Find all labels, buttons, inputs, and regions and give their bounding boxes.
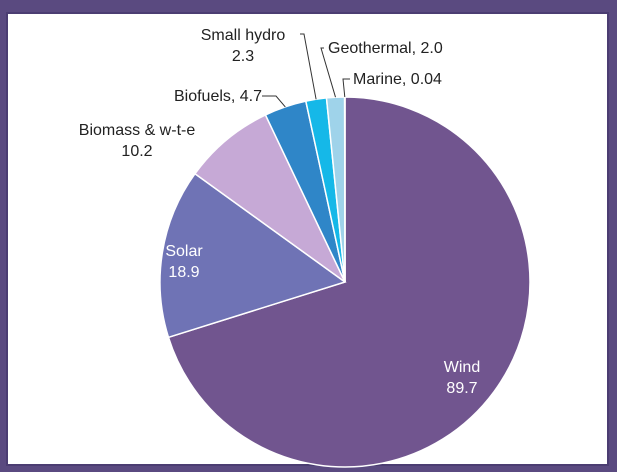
pie-slice-wind — [167, 96, 531, 468]
slice-label-biomass-name: Biomass & w-t-e — [79, 122, 196, 139]
slice-label-wind-value: 89.7 — [446, 380, 477, 397]
leader-line-geothermal — [320, 47, 336, 98]
pie-slice-biomass — [193, 113, 346, 283]
slice-label-solar-value: 18.9 — [168, 264, 199, 281]
slice-label-small-hydro-value: 2.3 — [232, 48, 254, 65]
leader-lines — [262, 33, 350, 108]
leader-line-small-hydro — [300, 33, 317, 100]
slice-label-small-hydro-name: Small hydro — [201, 27, 286, 44]
leader-line-biofuels — [262, 95, 286, 108]
slice-label-solar-name: Solar — [165, 243, 203, 260]
pie-slice-solar — [159, 172, 347, 339]
slice-label-biomass-value: 10.2 — [121, 143, 152, 160]
slice-label-marine: Marine, 0.04 — [353, 71, 442, 88]
leader-line-marine — [342, 78, 350, 98]
slice-label-wind-name: Wind — [444, 359, 480, 376]
pie-slices — [159, 96, 531, 468]
slice-label-geothermal: Geothermal, 2.0 — [328, 40, 443, 57]
slice-label-biofuels: Biofuels, 4.7 — [174, 88, 262, 105]
